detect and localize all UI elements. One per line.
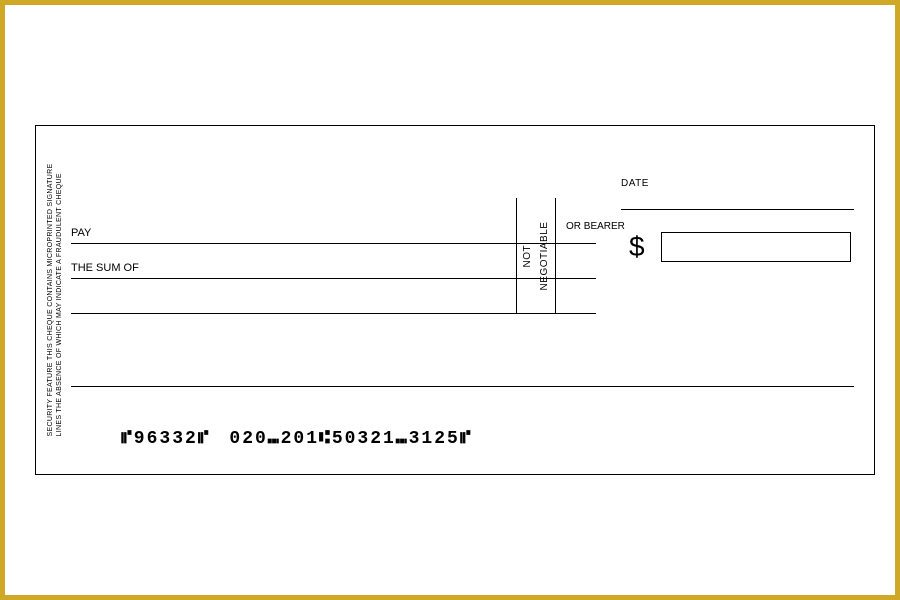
- amount-field[interactable]: [661, 232, 851, 262]
- micr-line: ⑈96332⑈ 020⑉201⑆50321⑉3125⑈: [121, 429, 473, 449]
- or-bearer-label: OR BEARER: [566, 221, 625, 232]
- cheque: SECURITY FEATURE THIS CHEQUE CONTAINS MI…: [35, 125, 875, 475]
- date-field[interactable]: DATE: [621, 192, 854, 210]
- sum-of-label: THE SUM OF: [71, 262, 139, 274]
- date-label: DATE: [621, 178, 649, 189]
- not-negotiable-crossing: NOT NEGOTIABLE: [516, 198, 556, 314]
- signature-line[interactable]: [71, 386, 854, 387]
- security-feature-text: SECURITY FEATURE THIS CHEQUE CONTAINS MI…: [46, 164, 64, 437]
- not-negotiable-label: NOT NEGOTIABLE: [519, 222, 553, 291]
- page-frame: SECURITY FEATURE THIS CHEQUE CONTAINS MI…: [0, 0, 900, 600]
- cheque-body: DATE PAY OR BEARER THE SUM OF NOT NEGOTI…: [71, 126, 874, 474]
- pay-label: PAY: [71, 227, 91, 239]
- currency-symbol: $: [629, 231, 645, 263]
